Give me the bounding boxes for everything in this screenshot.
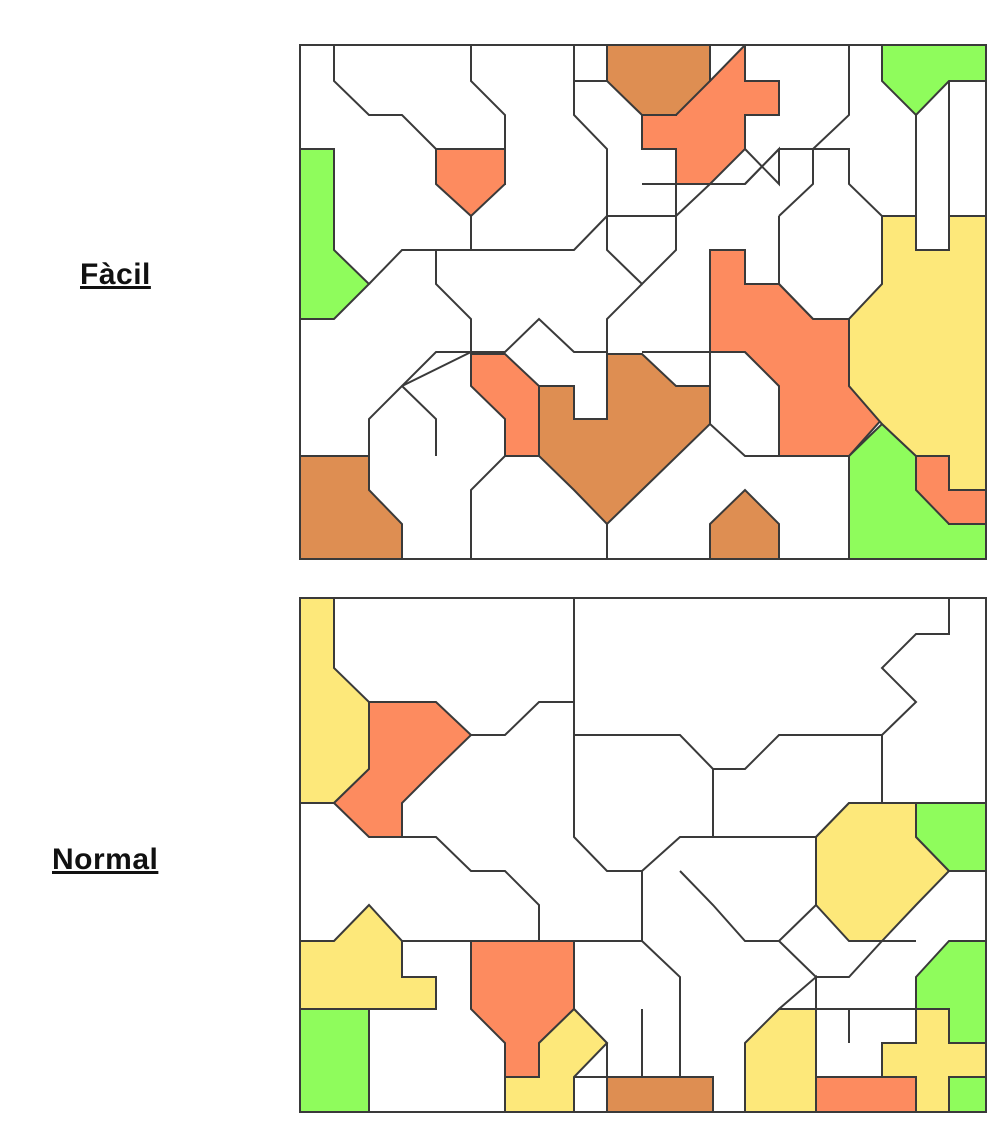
region-border xyxy=(401,351,471,387)
region-brown[interactable] xyxy=(709,488,780,560)
region-border xyxy=(573,598,950,770)
region-salmon[interactable] xyxy=(815,1076,917,1113)
region-border xyxy=(471,701,574,736)
board-frame xyxy=(299,597,987,1113)
level-label-normal: Normal xyxy=(52,843,159,876)
puzzle-board-easy[interactable] xyxy=(299,44,987,560)
region-border xyxy=(333,45,437,150)
level-label-easy: Fàcil xyxy=(80,258,151,291)
region-salmon[interactable] xyxy=(470,353,540,457)
board-frame xyxy=(299,44,987,560)
region-border xyxy=(778,940,916,978)
region-salmon[interactable] xyxy=(332,701,473,838)
region-yellow[interactable] xyxy=(848,215,987,491)
region-border xyxy=(679,870,817,942)
region-green[interactable] xyxy=(948,1076,987,1113)
region-salmon[interactable] xyxy=(435,148,506,218)
region-green[interactable] xyxy=(299,1008,370,1113)
region-green[interactable] xyxy=(915,802,987,872)
region-brown[interactable] xyxy=(606,1076,714,1113)
region-brown[interactable] xyxy=(538,353,711,526)
region-border xyxy=(401,385,437,456)
region-border xyxy=(641,940,681,1077)
region-border xyxy=(402,836,643,942)
region-border xyxy=(606,283,643,352)
puzzle-board-normal[interactable] xyxy=(299,597,987,1113)
